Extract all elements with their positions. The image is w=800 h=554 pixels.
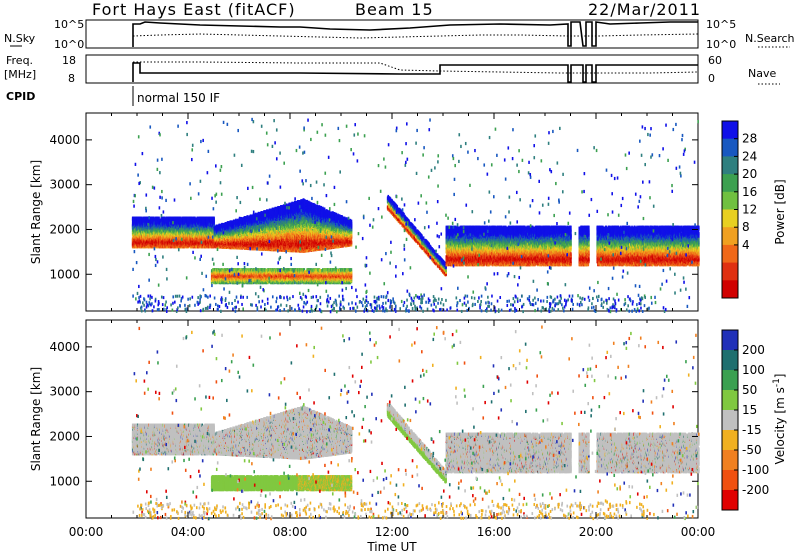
colorbar-swatch bbox=[722, 410, 738, 431]
nsky-label: N.Sky bbox=[4, 32, 36, 45]
x-tick-label-5: 20:00 bbox=[579, 525, 614, 539]
colorbar-swatch bbox=[722, 174, 738, 192]
x-tick-label-4: 16:00 bbox=[477, 525, 512, 539]
colorbar-swatch bbox=[722, 210, 738, 228]
colorbar-tick-label: 4 bbox=[742, 238, 750, 252]
colorbar-tick-label: 15 bbox=[742, 403, 757, 417]
nave-trace bbox=[133, 62, 698, 73]
colorbar-tick-label: 100 bbox=[742, 363, 765, 377]
y-tick-label-2: 3000 bbox=[49, 385, 80, 399]
power-panel: 1000 2000 3000 4000 Slant Range [km] bbox=[29, 113, 700, 313]
colorbar-tick-label: 16 bbox=[742, 185, 757, 199]
colorbar-swatch bbox=[722, 370, 738, 391]
x-tick-label-0: 00:00 bbox=[69, 525, 104, 539]
y-tick-label-2: 3000 bbox=[49, 178, 80, 192]
freq-left-tick-top: 18 bbox=[62, 54, 76, 67]
noise-right-tick-top: 10^5 bbox=[706, 18, 736, 31]
station-title: Fort Hays East (fitACF) bbox=[92, 0, 296, 19]
freq-unit-label: [MHz] bbox=[4, 68, 36, 81]
velocity-panel: 1000 2000 3000 4000 Slant Range [km] bbox=[29, 320, 700, 520]
velocity-colorbar-label: Velocity [m s-1] bbox=[772, 374, 787, 465]
colorbar-tick-label: 28 bbox=[742, 132, 757, 146]
x-tick-label-1: 04:00 bbox=[171, 525, 206, 539]
nsearch-trace bbox=[133, 34, 698, 38]
colorbar-tick-label: 200 bbox=[742, 343, 765, 357]
freq-left-tick-bottom: 8 bbox=[68, 72, 75, 85]
freq-right-tick-top: 60 bbox=[708, 54, 722, 67]
colorbar-swatch bbox=[722, 245, 738, 263]
colorbar-tick-label: -100 bbox=[742, 463, 769, 477]
nsearch-label: N.Search bbox=[745, 32, 795, 45]
velocity-ylabel: Slant Range [km] bbox=[29, 367, 43, 471]
noise-right-tick-bottom: 10^0 bbox=[706, 38, 736, 51]
colorbar-swatch bbox=[722, 450, 738, 471]
colorbar-tick-label: -200 bbox=[742, 483, 769, 497]
y-tick-label-0: 1000 bbox=[49, 474, 80, 488]
y-tick-label-1: 2000 bbox=[49, 222, 80, 236]
power-colorbar: 28 24 20 16 12 8 4 bbox=[722, 121, 757, 299]
noise-left-tick-top: 10^5 bbox=[54, 18, 84, 31]
noise-left-tick-bottom: 10^0 bbox=[54, 38, 84, 51]
velocity-unit-sup: -1 bbox=[772, 378, 782, 387]
x-tick-label-3: 12:00 bbox=[375, 525, 410, 539]
nave-label: Nave bbox=[748, 67, 776, 80]
date-title: 22/Mar/2011 bbox=[588, 0, 701, 19]
colorbar-tick-label: -15 bbox=[742, 423, 762, 437]
colorbar-tick-label: 8 bbox=[742, 220, 750, 234]
colorbar-tick-label: 24 bbox=[742, 149, 757, 163]
x-axis-label: Time UT bbox=[366, 540, 417, 554]
cpid-text: normal 150 IF bbox=[137, 91, 220, 105]
rti-plot: Fort Hays East (fitACF) Beam 15 22/Mar/2… bbox=[0, 0, 800, 554]
y-tick-label-3: 4000 bbox=[49, 340, 80, 354]
x-tick-label-2: 08:00 bbox=[273, 525, 308, 539]
x-tick-label-6: 00:00 bbox=[681, 525, 716, 539]
y-tick-label-0: 1000 bbox=[49, 267, 80, 281]
colorbar-swatch bbox=[722, 192, 738, 210]
colorbar-swatch bbox=[722, 430, 738, 451]
noise-panel: N.Sky 10^5 10^0 10^5 10^0 N.Search bbox=[4, 18, 795, 51]
y-tick-label-1: 2000 bbox=[49, 429, 80, 443]
freq-panel: Freq. [MHz] 18 8 60 0 Nave bbox=[4, 54, 780, 85]
freq-trace bbox=[133, 63, 698, 82]
colorbar-tick-label: -50 bbox=[742, 443, 762, 457]
colorbar-swatch bbox=[722, 227, 738, 245]
colorbar-swatch bbox=[722, 263, 738, 281]
freq-label: Freq. bbox=[6, 54, 33, 67]
colorbar-swatch bbox=[722, 156, 738, 174]
freq-right-tick-bottom: 0 bbox=[708, 72, 715, 85]
cpid-label: CPID bbox=[6, 90, 35, 103]
power-colorbar-label: Power [dB] bbox=[773, 179, 787, 244]
power-ylabel: Slant Range [km] bbox=[29, 160, 43, 264]
colorbar-swatch bbox=[722, 139, 738, 157]
colorbar-swatch bbox=[722, 390, 738, 411]
colorbar-tick-label: 20 bbox=[742, 167, 757, 181]
colorbar-swatch bbox=[722, 280, 738, 298]
colorbar-swatch bbox=[722, 330, 738, 351]
colorbar-swatch bbox=[722, 350, 738, 371]
colorbar-swatch bbox=[722, 121, 738, 139]
y-tick-label-3: 4000 bbox=[49, 133, 80, 147]
beam-title: Beam 15 bbox=[355, 0, 434, 19]
velocity-colorbar: 200 100 50 15 -15 -50 -100 -200 bbox=[722, 330, 769, 511]
colorbar-tick-label: 12 bbox=[742, 203, 757, 217]
colorbar-swatch bbox=[722, 490, 738, 511]
colorbar-swatch bbox=[722, 470, 738, 491]
colorbar-tick-label: 50 bbox=[742, 383, 757, 397]
